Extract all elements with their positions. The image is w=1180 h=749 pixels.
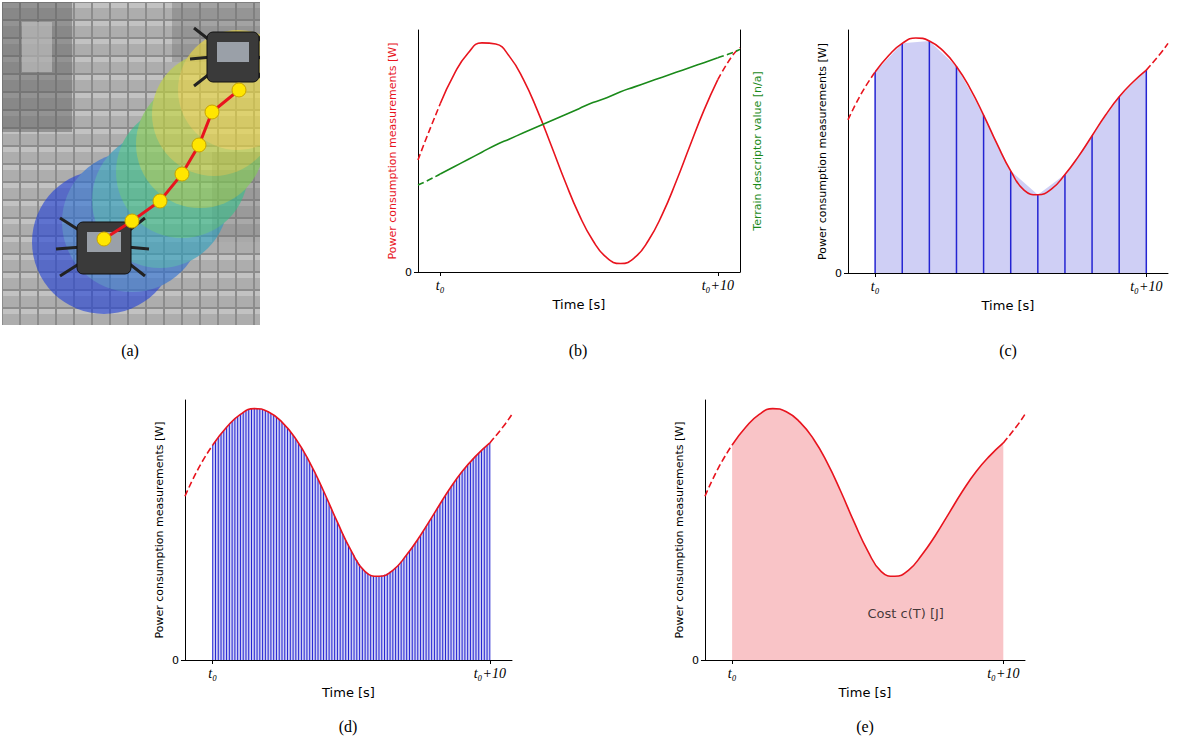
- svg-text:t₀: t₀: [871, 279, 880, 294]
- svg-text:0: 0: [172, 654, 179, 667]
- svg-text:(a): (a): [121, 342, 139, 360]
- svg-text:Time [s]: Time [s]: [552, 297, 606, 312]
- svg-text:(c): (c): [999, 342, 1017, 360]
- svg-text:t₀+10: t₀+10: [987, 666, 1019, 681]
- svg-text:t₀: t₀: [728, 666, 737, 681]
- svg-text:Time [s]: Time [s]: [321, 685, 375, 700]
- svg-text:t₀: t₀: [208, 666, 217, 681]
- svg-text:(d): (d): [339, 718, 358, 736]
- svg-text:t₀+10: t₀+10: [474, 666, 506, 681]
- svg-text:Power consumption measurements: Power consumption measurements [W]: [386, 43, 399, 260]
- svg-text:Power consumption measurements: Power consumption measurements [W]: [816, 43, 829, 260]
- svg-text:t₀: t₀: [436, 278, 445, 293]
- svg-text:Time [s]: Time [s]: [838, 685, 892, 700]
- svg-text:Power consumption measurements: Power consumption measurements [W]: [153, 422, 166, 639]
- svg-text:0: 0: [835, 267, 842, 280]
- svg-text:Power consumption measurements: Power consumption measurements [W]: [673, 422, 686, 639]
- svg-text:0: 0: [692, 654, 699, 667]
- svg-text:Time [s]: Time [s]: [981, 298, 1035, 313]
- svg-text:(e): (e): [856, 718, 874, 736]
- svg-text:Terrain descriptor value [n/a]: Terrain descriptor value [n/a]: [751, 71, 764, 231]
- svg-text:0: 0: [405, 266, 412, 279]
- svg-text:t₀+10: t₀+10: [1130, 279, 1162, 294]
- svg-text:Cost c(T) [J]: Cost c(T) [J]: [867, 606, 943, 621]
- svg-text:(b): (b): [569, 342, 588, 360]
- svg-text:t₀+10: t₀+10: [702, 278, 734, 293]
